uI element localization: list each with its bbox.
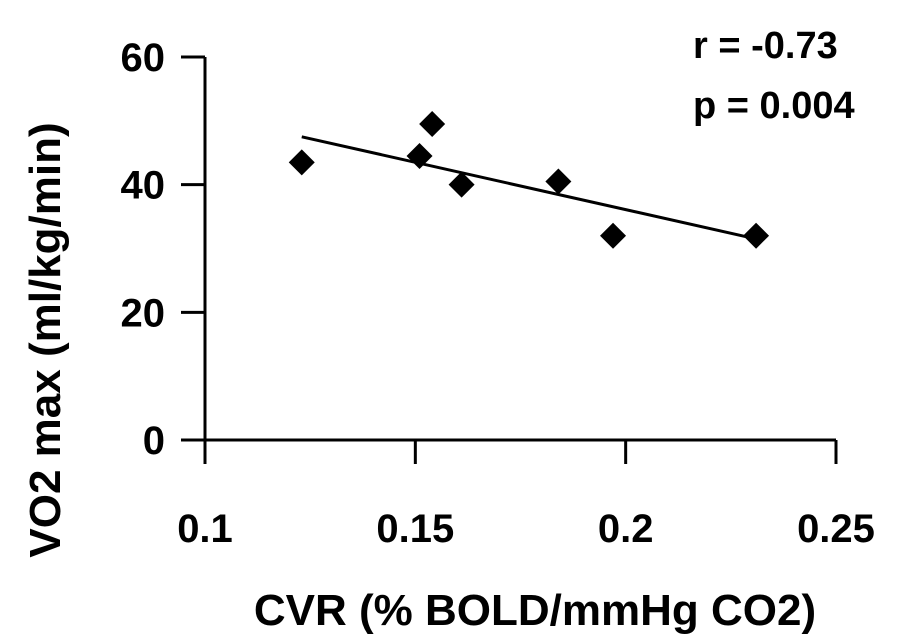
trendline-layer [301,135,757,241]
x-tick-label: 0.2 [598,507,654,551]
y-ticks: 0 20 40 60 [121,36,205,463]
correlation-annotation: r = -0.73 [693,25,838,67]
x-axis-label: CVR (% BOLD/mmHg CO2) [254,586,816,635]
y-tick-label: 60 [121,36,166,80]
data-point [600,222,627,249]
trendline [301,135,757,241]
data-point [743,222,770,249]
y-tick-label: 0 [143,419,165,463]
data-point [545,168,572,195]
y-tick-label: 20 [121,291,166,335]
p-value-annotation: p = 0.004 [693,85,855,127]
y-tick-label: 40 [121,164,166,208]
data-point [419,111,446,138]
axes [203,57,836,442]
data-point [288,149,315,176]
x-tick-label: 0.15 [376,507,454,551]
x-tick-label: 0.1 [177,507,233,551]
data-points [288,111,770,249]
y-axis-label: VO2 max (ml/kg/min) [21,122,70,557]
x-ticks: 0.1 0.15 0.2 0.25 [177,440,875,551]
data-point [406,142,433,169]
x-tick-label: 0.25 [797,507,875,551]
data-point [448,171,475,198]
